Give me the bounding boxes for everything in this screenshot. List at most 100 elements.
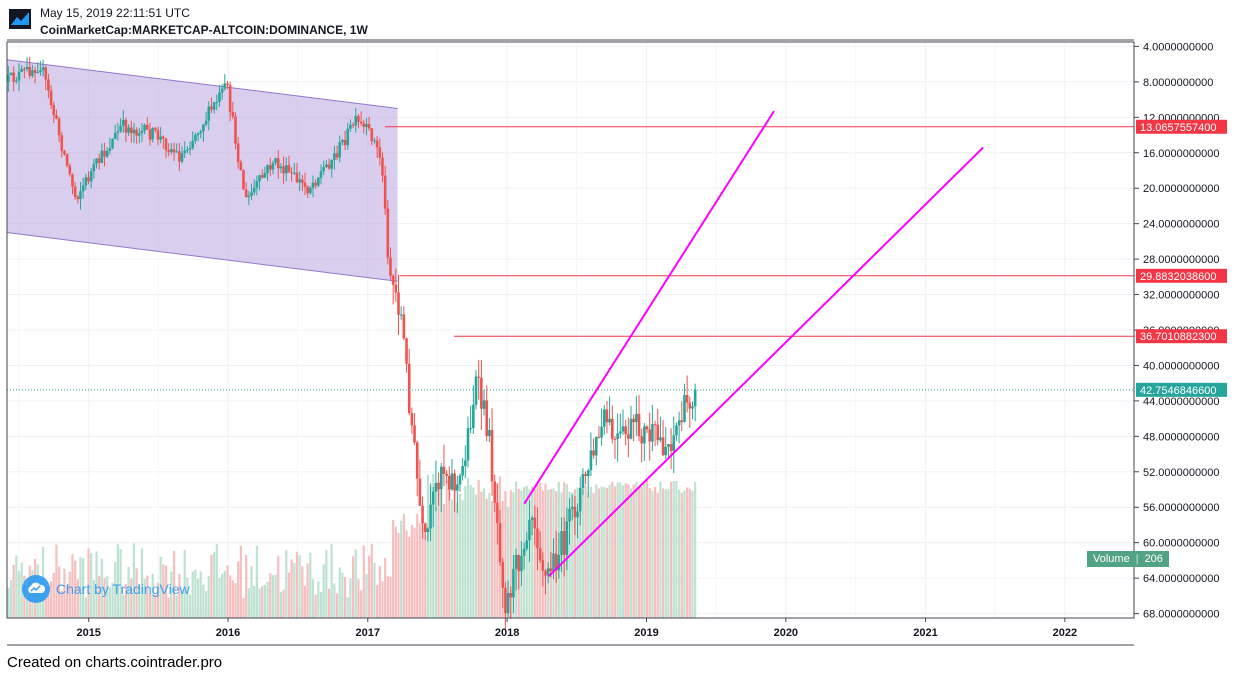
candle: [410, 407, 414, 434]
candle: [421, 496, 424, 539]
candle-body: [84, 177, 88, 186]
candle: [439, 462, 443, 513]
candle-body: [49, 90, 53, 106]
candle: [677, 411, 681, 444]
candle-body: [691, 406, 694, 409]
candle: [196, 132, 200, 142]
candle: [375, 136, 379, 158]
volume-bar: [469, 485, 472, 618]
candle: [482, 389, 486, 416]
candle: [31, 64, 34, 78]
volume-bar: [675, 481, 678, 618]
volume-bar: [688, 488, 691, 618]
volume-bar: [84, 597, 87, 618]
candle-body: [167, 150, 170, 152]
candle-body: [127, 127, 130, 133]
candle: [431, 486, 435, 528]
candle: [391, 274, 395, 305]
volume-bar: [619, 482, 622, 618]
candle: [49, 85, 53, 110]
volume-bar: [421, 524, 424, 618]
candle: [97, 153, 101, 170]
channel-fill: [7, 59, 398, 282]
volume-bar: [49, 581, 53, 618]
candle: [576, 503, 579, 539]
channel-lower-line: [6, 232, 398, 282]
candle: [17, 63, 21, 91]
time-axis: 2015 2016 2017 2018 2019 2020 2021 2022: [7, 618, 1134, 646]
candle: [207, 101, 211, 131]
volume-bar: [293, 562, 296, 618]
candle: [154, 126, 157, 133]
volume-bar: [116, 544, 120, 618]
volume-value: 206: [1144, 553, 1163, 565]
volume-bar: [442, 503, 446, 618]
candle: [611, 405, 614, 444]
candle: [252, 179, 256, 196]
volume-bar: [287, 572, 291, 618]
candle: [111, 138, 114, 150]
x-tick-label: 2020: [774, 627, 798, 639]
candle-body: [71, 174, 74, 187]
candle: [175, 143, 178, 153]
candle-body: [97, 158, 101, 163]
candle: [373, 137, 376, 144]
volume-bar: [621, 485, 625, 618]
volume-bar: [239, 545, 242, 618]
candle-body: [482, 400, 486, 409]
candle-body: [65, 154, 69, 166]
volume-bar: [664, 489, 667, 618]
candle-body: [357, 116, 360, 122]
candle: [381, 152, 384, 183]
candle: [7, 65, 10, 92]
candle-body: [431, 491, 435, 505]
volume-bar: [402, 513, 405, 618]
y-tick-label: 32.0000000000: [1143, 290, 1219, 302]
candle: [89, 167, 93, 189]
volume-bar: [178, 573, 181, 618]
candle: [407, 348, 411, 415]
candle-body: [186, 149, 189, 151]
volume-bar: [613, 486, 617, 618]
price-chart[interactable]: 4.00000000008.000000000012.000000000016.…: [0, 0, 1234, 650]
candle: [73, 182, 77, 200]
candle: [501, 557, 505, 609]
volume-label: Volume: [1093, 553, 1130, 565]
candle-body: [648, 429, 652, 442]
volume-bar: [448, 484, 451, 618]
volume-bar: [322, 564, 325, 618]
volume-bar: [111, 582, 114, 618]
candle-body: [365, 124, 368, 128]
candle: [338, 135, 342, 163]
volume-bar: [525, 486, 528, 618]
candle-body: [330, 159, 333, 169]
candle-body: [680, 420, 684, 422]
tradingview-watermark[interactable]: Chart by TradingView: [22, 575, 190, 603]
y-tick-label: 4.0000000000: [1143, 41, 1213, 53]
volume-bar: [595, 484, 598, 618]
candle-body: [394, 284, 398, 293]
volume-bar: [346, 597, 349, 618]
candle-body: [79, 191, 82, 200]
candle-body: [68, 165, 72, 175]
candle-body: [244, 189, 248, 198]
volume-bar: [330, 543, 333, 618]
candle: [359, 111, 363, 126]
candle: [226, 80, 229, 90]
candle: [210, 97, 213, 114]
candle: [605, 400, 609, 434]
candle-body: [212, 102, 216, 110]
candle-body: [39, 70, 42, 73]
candle-body: [121, 119, 125, 126]
x-tick-label: 2019: [634, 627, 658, 639]
volume-bar: [199, 571, 202, 618]
candle: [456, 475, 459, 514]
volume-bar: [170, 571, 173, 618]
candle: [616, 413, 619, 462]
candle: [188, 141, 192, 156]
volume-bar: [678, 489, 681, 618]
candle: [442, 444, 446, 486]
candle-body: [442, 466, 446, 474]
candle-body: [608, 418, 611, 423]
candle-body: [538, 548, 542, 561]
